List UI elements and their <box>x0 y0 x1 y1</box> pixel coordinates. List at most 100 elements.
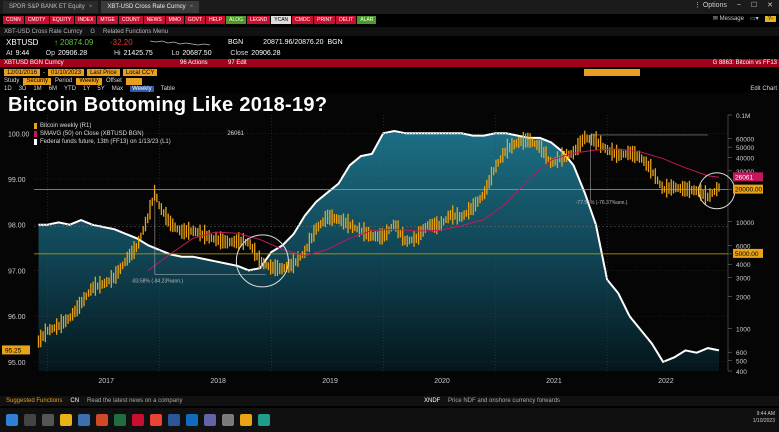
powerpoint-icon[interactable] <box>96 414 108 426</box>
period-option-1m[interactable]: 1M <box>33 86 42 92</box>
teams-icon[interactable] <box>204 414 216 426</box>
period-option-max[interactable]: Max <box>111 86 124 92</box>
offset-field[interactable] <box>125 77 142 85</box>
minimize-icon[interactable]: – <box>736 1 741 8</box>
left-axis-tick-label: 97.00 <box>8 268 26 275</box>
edge-icon[interactable] <box>186 414 198 426</box>
price-mode-select[interactable]: Last Price <box>87 69 120 76</box>
mail-icon[interactable] <box>78 414 90 426</box>
right-axis-tag <box>733 184 763 194</box>
function-key-cmdc[interactable]: CMDC <box>292 16 314 24</box>
open-price: 20906.28 <box>57 49 88 57</box>
function-key-news[interactable]: NEWS <box>143 16 165 24</box>
taskbar <box>0 408 779 432</box>
x-tick-label: 2019 <box>322 378 338 385</box>
up-arrow-icon: ↑ <box>54 38 58 47</box>
taskbar-clock: 9:44 AM 1/10/2023 <box>753 411 775 425</box>
last-price: 20874.09 <box>60 38 94 47</box>
security-name[interactable]: XBTUSD BGN Curncy <box>4 60 64 66</box>
period-option-1d[interactable]: 1D <box>4 86 12 92</box>
period-bar: 1D 3D 1M 6M YTD 1Y 5Y Max Weekly Table Edit Chart <box>0 85 779 93</box>
suggested-functions-label[interactable]: Suggested Functions <box>6 398 63 404</box>
chart-search-field[interactable] <box>584 69 640 76</box>
bid-ask-suffix: BGN <box>327 39 343 46</box>
start-icon[interactable] <box>6 414 18 426</box>
start-date-field[interactable]: 12/01/2016 <box>4 69 41 76</box>
study-bar: Study Security Period Weekly Offset <box>0 77 779 85</box>
right-axis-tick-label: 400 <box>736 369 747 376</box>
function-key-print[interactable]: PRINT <box>314 16 336 24</box>
help-button[interactable]: ?- <box>764 15 776 22</box>
close-icon[interactable]: × <box>189 4 194 10</box>
period-option-6m[interactable]: 6M <box>48 86 58 92</box>
function-key-index[interactable]: INDEX <box>75 16 97 24</box>
function-key-alar[interactable]: ALAR <box>357 16 377 24</box>
legend-label: Federal funds future, 13th (FF13) on 1/1… <box>40 139 171 145</box>
task-view-icon[interactable] <box>42 414 54 426</box>
close-window-icon[interactable]: ✕ <box>767 2 773 9</box>
excel-icon[interactable] <box>114 414 126 426</box>
actions-menu[interactable]: 96 Actions <box>180 60 208 66</box>
function-key-alog[interactable]: ALOG <box>226 16 247 24</box>
function-key-delit[interactable]: DELIT <box>336 16 357 24</box>
options-menu[interactable]: ⋮ Options <box>693 2 727 9</box>
function-key-legnd[interactable]: LEGND <box>247 16 271 24</box>
app-icon[interactable] <box>240 414 252 426</box>
legend-label: SMAVG (50) on Close (XBTUSD BGN) <box>40 131 144 137</box>
subtab-security[interactable]: XBT-USD Cross Rate Curncy <box>4 28 83 35</box>
security-select[interactable]: Security <box>23 77 52 85</box>
app-icon[interactable] <box>222 414 234 426</box>
function-key-conn[interactable]: CONN <box>3 16 24 24</box>
period-option-ytd[interactable]: YTD <box>64 86 77 92</box>
quote-line-2: At 9:44 Op 20906.28 Hi 21425.75 Lo 20687… <box>0 48 779 58</box>
word-icon[interactable] <box>168 414 180 426</box>
file-explorer-icon[interactable] <box>60 414 72 426</box>
x-tick-label: 2018 <box>210 378 226 385</box>
maximize-icon[interactable]: ☐ <box>750 2 758 9</box>
quote-line-1: XBTUSD ↑ 20874.09 -32.20 BGN 20871.96/20… <box>0 37 779 48</box>
message-button[interactable]: ✉ Message <box>712 16 744 22</box>
open-label: Op <box>45 49 55 57</box>
function-key-govt[interactable]: GOVT <box>184 16 206 24</box>
chart-svg[interactable]: 2017 2018 2019 2020 2021 2022 95.00 96.00 97.00 9… <box>0 93 779 405</box>
right-axis-tag <box>733 248 763 258</box>
window-tab-xbt[interactable]: XBT-USD Cross Rate Curncy × <box>101 1 200 13</box>
smavg-line <box>147 148 720 271</box>
period-option-weekly[interactable]: Weekly <box>130 86 154 92</box>
right-axis-tag-label: 26061 <box>735 174 753 181</box>
subtab-related-functions[interactable]: Related Functions Menu <box>103 28 169 35</box>
period-option-table[interactable]: Table <box>160 86 175 92</box>
function-key-ycan[interactable]: YCAN <box>271 16 292 24</box>
close-icon[interactable]: × <box>88 4 93 10</box>
currency-select[interactable]: Local CCY <box>122 69 158 76</box>
end-date-field[interactable]: 01/10/2023 <box>48 69 85 76</box>
function-key-equity[interactable]: EQUITY <box>49 16 75 24</box>
highlight-circle-2018 <box>235 234 289 288</box>
price-change: -32.20 <box>110 38 133 47</box>
news-code[interactable]: CN <box>70 398 80 404</box>
frequency-select[interactable]: Weekly <box>76 77 102 85</box>
window-tab-spdr[interactable]: SPDR S&P BANK ET Equity × <box>3 1 99 13</box>
xndf-code[interactable]: XNDF <box>424 398 441 404</box>
period-option-5y[interactable]: 5Y <box>97 86 105 92</box>
function-key-count[interactable]: COUNT <box>118 16 143 24</box>
sparkline <box>150 40 210 46</box>
period-option-3d[interactable]: 3D <box>18 86 27 92</box>
app-icon[interactable] <box>258 414 270 426</box>
fed-funds-line <box>38 129 720 364</box>
search-icon[interactable] <box>24 414 36 426</box>
function-key-mmo[interactable]: MMO <box>165 16 184 24</box>
window-menu-icon[interactable]: ▭▾ <box>749 16 759 22</box>
function-key-help[interactable]: HELP <box>206 16 226 24</box>
edit-chart-button[interactable]: Edit Chart <box>750 86 777 92</box>
period-option-1y[interactable]: 1Y <box>83 86 91 92</box>
bloomberg-icon[interactable] <box>132 414 144 426</box>
date-range-bar: 12/01/2016 - 01/10/2023 Last Price Local… <box>0 68 779 77</box>
chrome-icon[interactable] <box>150 414 162 426</box>
high-label: Hi <box>113 49 121 57</box>
edit-menu[interactable]: 97 Edit <box>228 60 247 66</box>
function-key-cmdty[interactable]: CMDTY <box>24 16 49 24</box>
chart-area[interactable]: 2017 2018 2019 2020 2021 2022 95.00 96.00 97.00 9… <box>0 93 779 405</box>
subtab-g[interactable]: G <box>90 28 96 35</box>
function-key-mtge[interactable]: MTGE <box>97 16 118 24</box>
